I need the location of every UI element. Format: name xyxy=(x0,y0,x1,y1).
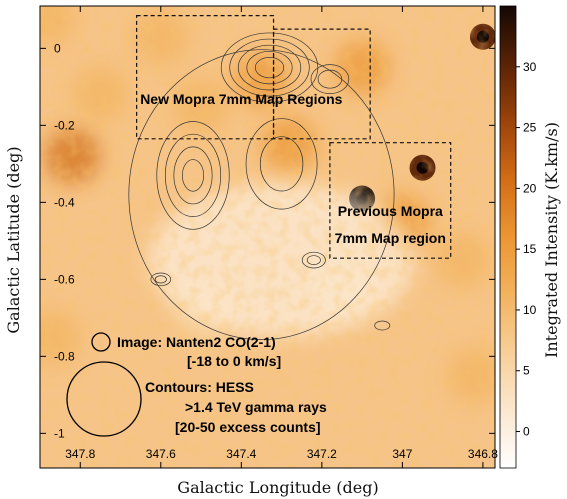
contour-line xyxy=(182,159,205,192)
contour-line xyxy=(374,320,391,331)
legend: Image: Nanten2 CO(2-1) [-18 to 0 km/s] Con… xyxy=(66,332,327,437)
y-tick-label: 0 xyxy=(54,41,61,55)
contour-line xyxy=(128,49,395,340)
legend-contour-label: Contours: HESS xyxy=(145,379,254,395)
image-noise xyxy=(40,6,495,468)
contour-line xyxy=(310,64,350,94)
colorbar-tick-label: 0 xyxy=(523,425,530,439)
colorbar: 0 5 10 15 20 25 30 xyxy=(499,5,537,469)
hess-contours xyxy=(128,32,395,340)
new-mopra-region-east xyxy=(272,28,371,140)
mopra-regions xyxy=(136,15,452,259)
y-tick-label: -0.6 xyxy=(54,272,75,286)
legend-contour-circle xyxy=(66,361,142,437)
annotation-text: Previous Mopra xyxy=(338,203,443,219)
y-tick-label: -0.4 xyxy=(54,195,75,209)
contour-line xyxy=(254,57,285,79)
contour-line xyxy=(245,118,318,210)
legend-contour-line2: >1.4 TeV gamma rays xyxy=(185,399,327,415)
annotation-text: New Mopra 7mm Map Regions xyxy=(140,91,342,107)
y-tick-label: -0.8 xyxy=(54,349,75,363)
x-tick-label: 347.8 xyxy=(65,447,95,461)
x-tick-label: 347.6 xyxy=(146,447,176,461)
contour-line xyxy=(150,272,172,287)
contour-line xyxy=(237,44,302,91)
contour-line xyxy=(259,136,304,192)
x-axis-title: Galactic Longitude (deg) xyxy=(177,478,378,497)
annotation-text: 7mm Map region xyxy=(335,230,446,246)
legend-image-circle xyxy=(91,332,111,352)
x-tick-label: 347.2 xyxy=(307,447,337,461)
contour-line xyxy=(246,50,293,85)
contour-line xyxy=(229,38,310,97)
x-tick-label: 347 xyxy=(392,447,412,461)
contour-line xyxy=(306,255,321,265)
y-axis-title: Galactic Latitude (deg) xyxy=(4,146,23,333)
plot-frame xyxy=(39,5,496,469)
contour-line xyxy=(164,133,222,217)
contour-line xyxy=(154,275,167,284)
contour-line xyxy=(301,251,326,269)
colorbar-tick-label: 20 xyxy=(523,181,537,195)
previous-mopra-region xyxy=(329,142,452,259)
x-axis: 347.8 347.6 347.4 347.2 347 346.8 xyxy=(65,6,498,468)
y-axis: 0 -0.2 -0.4 -0.6 -0.8 -1 xyxy=(40,41,495,440)
legend-contour-line3: [20-50 excess counts] xyxy=(175,419,321,435)
legend-image-label: Image: Nanten2 CO(2-1) xyxy=(117,334,276,350)
colorbar-tick-label: 5 xyxy=(523,364,530,378)
x-tick-label: 347.4 xyxy=(226,447,256,461)
y-tick-label: -0.2 xyxy=(54,118,75,132)
colorbar-tick-label: 25 xyxy=(523,121,537,135)
colorbar-tick-label: 10 xyxy=(523,303,537,317)
colorbar-tick-label: 30 xyxy=(523,60,537,74)
x-tick-label: 346.8 xyxy=(468,447,498,461)
colorbar-title: Integrated Intensity (K.km/s) xyxy=(542,122,561,358)
y-tick-label: -1 xyxy=(54,426,65,440)
contour-line xyxy=(173,146,213,205)
plot-area: New Mopra 7mm Map Regions Previous Mopra 7… xyxy=(39,5,498,469)
contour-line xyxy=(156,121,230,230)
annotations: New Mopra 7mm Map Regions Previous Mopra 7… xyxy=(140,91,446,246)
colorbar-gradient xyxy=(499,5,517,469)
legend-image-range: [-18 to 0 km/s] xyxy=(187,353,281,369)
colorbar-tick-label: 15 xyxy=(523,242,537,256)
colorbar-ticks: 0 5 10 15 20 25 30 xyxy=(516,60,537,439)
